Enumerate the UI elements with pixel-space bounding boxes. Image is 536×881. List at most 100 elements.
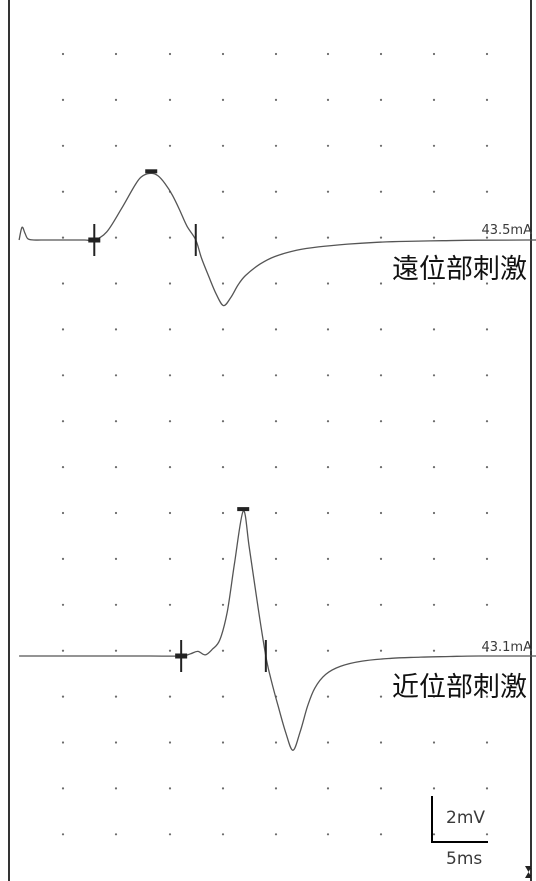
grid-dot [485,833,489,836]
grid-dot [114,833,118,836]
grid-dot [168,557,172,561]
grid-dot [168,603,172,606]
grid-dot [379,52,383,56]
grid-dot [114,741,118,744]
grid-dot [432,787,436,790]
grid-dot [379,282,383,285]
grid-dot [114,511,118,515]
grid-dot [61,466,65,469]
grid-dot [485,374,489,377]
grid-dot [485,466,489,469]
peak-marker [237,507,250,512]
grid-dot [432,236,436,239]
grid-dot [61,511,65,515]
grid-dot [326,282,330,285]
grid-dot [274,98,278,101]
grid-dot [274,282,278,285]
grid-dot [114,695,118,698]
markers-layer [88,169,267,672]
onset-marker-bar [88,237,101,243]
grid-dot [61,557,65,561]
grid-dot [221,144,225,147]
trace-label-proximal: 近位部刺激 [392,672,527,703]
grid-dot [326,695,330,698]
grid-dot [485,190,489,193]
grid-dot [61,420,65,423]
grid-dot [485,282,489,285]
grid-dot [326,649,330,652]
grid-dot [114,282,118,285]
grid-dot [379,328,383,331]
grid-dot [326,236,330,239]
grid-dot [485,420,489,423]
grid-dot [61,236,65,239]
grid-dot [379,787,383,790]
grid-dot [379,466,383,469]
grid-dot [485,52,489,56]
grid-dot [221,98,225,101]
grid-dot [326,98,330,101]
grid-dot [61,374,65,377]
grid-dot [168,741,172,744]
trace-proximal [19,510,536,751]
grid-dot [326,557,330,561]
grid-dot [432,282,436,285]
grid-dot [432,190,436,193]
grid-dot [274,787,278,790]
grid-dot [485,98,489,101]
grid-dot [432,833,436,836]
grid-dot [432,741,436,744]
grid-dot [114,144,118,147]
scale-bar: 2mV 5ms [431,796,488,869]
grid-dot [168,833,172,836]
grid-dot [379,374,383,377]
grid-dot [485,695,489,698]
grid-dot [432,374,436,377]
grid-dot [61,52,65,56]
grid-dot [114,557,118,561]
grid-dot [326,190,330,193]
grid-dot [61,282,65,285]
grid-dot [168,695,172,698]
grid-dot [114,420,118,423]
grid-dot [168,236,172,239]
grid-dot [432,420,436,423]
grid-dot [326,328,330,331]
grid-dot [221,374,225,377]
grid-dot [221,282,225,285]
grid-dot [432,603,436,606]
grid-dot [379,190,383,193]
grid-dot [221,236,225,239]
grid-dot [61,603,65,606]
trace-label-distal: 遠位部刺激 [392,254,527,285]
grid-dot [432,52,436,56]
grid-dot [114,328,118,331]
grid-dot [221,190,225,193]
scale-bar-amplitude: 2mV [446,808,485,828]
grid-dot [432,328,436,331]
grid-dot [485,144,489,147]
grid-dot [221,695,225,698]
grid-dot [168,466,172,469]
grid-dot [168,649,172,652]
grid-dot [274,420,278,423]
grid-dot [379,649,383,652]
grid-dot [379,420,383,423]
grid-dot [114,190,118,193]
grid-dot [485,236,489,239]
grid-dot [168,98,172,101]
scale-bar-time: 5ms [446,849,482,869]
grid-dot [274,328,278,331]
grid-dot [432,695,436,698]
grid-dot [432,649,436,652]
grid-dot [379,603,383,606]
grid-dot [61,833,65,836]
grid-dot [274,511,278,515]
grid-dot [326,741,330,744]
grid-dot [221,511,225,515]
grid-dot [326,603,330,606]
grid-dot [326,511,330,515]
grid-dot [326,787,330,790]
grid-dot [432,98,436,101]
